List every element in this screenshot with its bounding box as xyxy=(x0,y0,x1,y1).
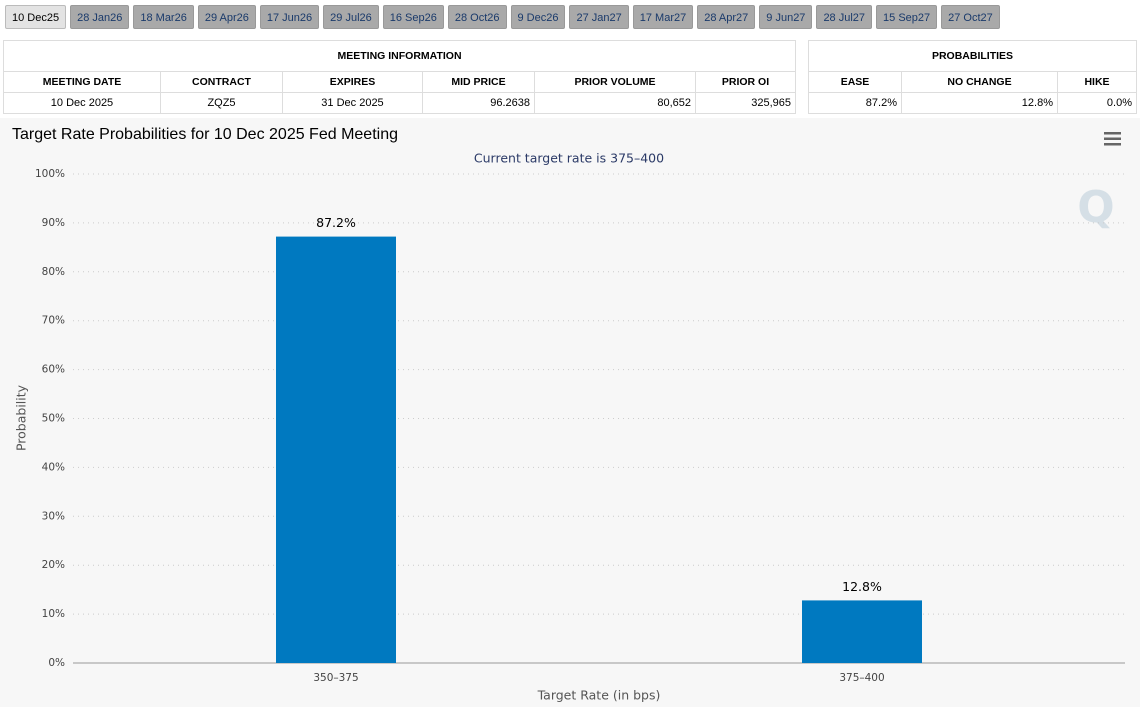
y-tick-label: 80% xyxy=(42,266,65,278)
data-row: 10 Dec 2025 ZQZ5 31 Dec 2025 96.2638 80,652 3… xyxy=(3,92,797,114)
tab[interactable]: 9 Dec26 xyxy=(510,5,566,29)
column-header: EASE xyxy=(808,71,902,93)
data-label: 87.2% xyxy=(316,215,356,230)
chart-title: Target Rate Probabilities for 10 Dec 202… xyxy=(12,126,398,143)
y-tick-label: 60% xyxy=(42,364,65,376)
tab[interactable]: 18 Mar26 xyxy=(133,5,194,29)
tab[interactable]: 28 Jul27 xyxy=(816,5,873,29)
tab[interactable]: 9 Jun27 xyxy=(759,5,813,29)
tab[interactable]: 28 Jan26 xyxy=(70,5,130,29)
tab[interactable]: 28 Apr27 xyxy=(697,5,756,29)
meeting-table: MEETING INFORMATION MEETING DATE CONTRACT E… xyxy=(2,40,797,114)
column-header: PRIOR VOLUME xyxy=(534,71,696,93)
y-tick-label: 0% xyxy=(48,657,65,669)
tab[interactable]: 29 Apr26 xyxy=(197,5,256,29)
probability-table: PROBABILITIES EASE NO CHANGE HIKE 87.2% 12.8%… xyxy=(808,40,1137,114)
column-header: NO CHANGE xyxy=(901,71,1058,93)
cell: 12.8% xyxy=(901,92,1058,114)
tab[interactable]: 10 Dec25 xyxy=(5,5,67,29)
x-tick-label: 375–400 xyxy=(839,672,884,684)
y-tick-label: 40% xyxy=(42,461,65,473)
table-title: PROBABILITIES xyxy=(808,40,1137,72)
y-axis-label: Probability xyxy=(14,384,29,451)
column-header: EXPIRES xyxy=(282,71,423,93)
x-tick-label: 350–375 xyxy=(313,672,358,684)
tab[interactable]: 16 Sep26 xyxy=(382,5,444,29)
cell: 96.2638 xyxy=(422,92,535,114)
title-row: MEETING INFORMATION xyxy=(2,40,797,72)
column-header: PRIOR OI xyxy=(694,71,797,93)
logo: Q xyxy=(1077,182,1114,233)
cell: 325,965 xyxy=(694,92,797,114)
tab[interactable]: 27 Jan27 xyxy=(569,5,629,29)
cell: 0.0% xyxy=(1057,92,1137,114)
tab[interactable]: 27 Oct27 xyxy=(941,5,1000,29)
table-title: MEETING INFORMATION xyxy=(2,40,797,72)
tab[interactable]: 28 Oct26 xyxy=(447,5,507,29)
y-tick-label: 10% xyxy=(42,608,65,620)
chart: Target Rate Probabilities for 10 Dec 202… xyxy=(0,118,1140,707)
column-header: MEETING DATE xyxy=(3,71,161,93)
tab[interactable]: 17 Jun26 xyxy=(259,5,320,29)
tab-bar: 10 Dec25 28 Jan26 18 Mar26 29 Apr26 17 Jun26… xyxy=(5,5,1000,29)
data-row: 87.2% 12.8% 0.0% xyxy=(808,92,1137,114)
y-tick-label: 50% xyxy=(42,413,65,425)
y-tick-label: 30% xyxy=(42,510,65,522)
y-tick-label: 100% xyxy=(35,168,65,180)
y-tick-label: 70% xyxy=(42,315,65,327)
y-tick-label: 20% xyxy=(42,559,65,571)
column-header: MID PRICE xyxy=(422,71,535,93)
cell: 31 Dec 2025 xyxy=(282,92,423,114)
cell: 80,652 xyxy=(534,92,696,114)
header-row: EASE NO CHANGE HIKE xyxy=(808,71,1137,93)
cell: 87.2% xyxy=(808,92,902,114)
column-header: HIKE xyxy=(1057,71,1137,93)
cell: 10 Dec 2025 xyxy=(3,92,161,114)
tab[interactable]: 29 Jul26 xyxy=(323,5,379,29)
y-tick-label: 90% xyxy=(42,217,65,229)
x-axis-label: Target Rate (in bps) xyxy=(537,688,661,703)
bar xyxy=(276,236,396,663)
column-header: CONTRACT xyxy=(160,71,283,93)
menu-button[interactable] xyxy=(1104,132,1121,146)
tab[interactable]: 17 Mar27 xyxy=(632,5,694,29)
cell: ZQZ5 xyxy=(160,92,283,114)
header-row: MEETING DATE CONTRACT EXPIRES MID PRICE PRIO… xyxy=(3,71,797,93)
bar xyxy=(802,600,922,663)
chart-subtitle: Current target rate is 375–400 xyxy=(474,151,664,166)
title-row: PROBABILITIES xyxy=(808,40,1137,72)
tab[interactable]: 15 Sep27 xyxy=(876,5,938,29)
data-label: 12.8% xyxy=(842,579,882,594)
